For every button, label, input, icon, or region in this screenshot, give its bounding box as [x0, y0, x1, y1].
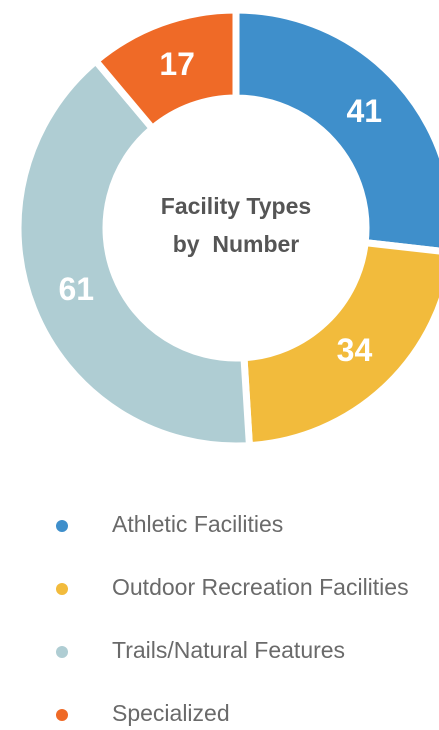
donut-segment: [232, 6, 439, 255]
donut-segment: [240, 238, 439, 450]
value-label: 61: [58, 271, 94, 307]
donut-segment: [14, 56, 254, 450]
legend-label: Athletic Facilities: [112, 511, 283, 537]
legend-marker: [56, 520, 68, 532]
value-label: 17: [159, 46, 195, 82]
legend-marker: [56, 646, 68, 658]
chart-title: Facility Types: [161, 193, 311, 219]
value-label: 41: [346, 93, 382, 129]
value-label: 34: [337, 332, 373, 368]
legend-marker: [56, 709, 68, 721]
legend-label: Outdoor Recreation Facilities: [112, 574, 409, 600]
legend-label: Specialized: [112, 700, 230, 726]
donut-segment: [90, 6, 240, 134]
chart-title: by Number: [173, 231, 300, 257]
legend-marker: [56, 583, 68, 595]
legend-label: Trails/Natural Features: [112, 637, 345, 663]
